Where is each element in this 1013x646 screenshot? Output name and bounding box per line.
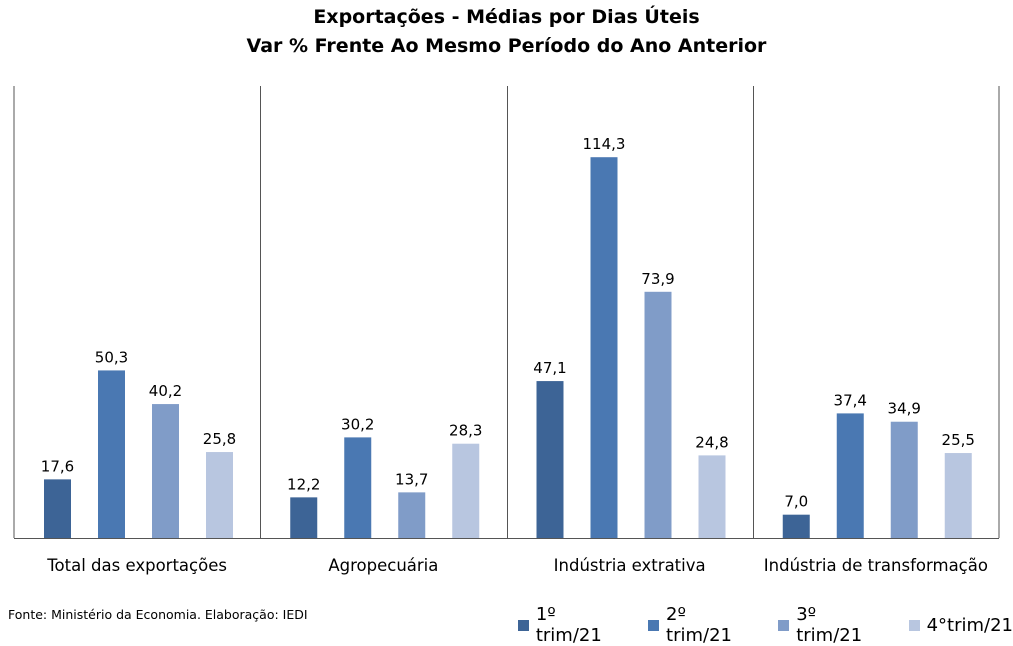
bar-3-1 (152, 404, 179, 538)
legend-label: 1º trim/21 (535, 604, 602, 646)
bar-4-4 (944, 453, 972, 538)
category-label: Agropecuária (328, 556, 438, 575)
bar-1-1 (44, 479, 71, 538)
chart-subtitle: Var % Frente Ao Mesmo Período do Ano Ant… (246, 35, 767, 57)
legend-item: 3º trim/21 (778, 604, 886, 646)
data-label: 24,8 (695, 433, 728, 451)
data-label: 25,8 (203, 430, 236, 448)
bar-2-3 (590, 157, 618, 538)
data-label: 12,2 (287, 475, 320, 493)
legend-swatch (778, 619, 790, 631)
bar-4-3 (698, 455, 726, 538)
data-label: 114,3 (583, 135, 626, 153)
bar-2-4 (836, 413, 864, 538)
bar-3-4 (890, 421, 918, 538)
data-label: 50,3 (95, 348, 128, 366)
legend-swatch (908, 619, 920, 631)
bar-3-3 (644, 291, 672, 538)
legend-item: 1º trim/21 (518, 604, 626, 646)
legend-label: 3º trim/21 (796, 604, 863, 646)
bar-3-2 (398, 492, 426, 538)
bar-2-1 (98, 370, 125, 538)
data-label: 7,0 (784, 493, 808, 511)
bar-2-2 (344, 437, 372, 538)
data-label: 37,4 (834, 391, 867, 409)
legend-swatch (648, 619, 660, 631)
chart-svg: 17,6 50,3 40,2 25,8 Total das exportações 12,… (13, 86, 1000, 575)
legend-label: 2º trim/21 (666, 604, 732, 646)
data-label: 40,2 (149, 382, 182, 400)
data-label: 13,7 (395, 470, 428, 488)
source-note: Fonte: Ministério da Economia. Elaboraçã… (8, 607, 308, 622)
legend-item: 4°trim/21 (908, 604, 1013, 646)
data-label: 28,3 (449, 422, 482, 440)
chart-title: Exportações - Médias por Dias Úteis (313, 6, 700, 28)
data-label: 17,6 (41, 457, 74, 475)
data-label: 47,1 (533, 359, 566, 377)
category-label: Indústria extrativa (554, 556, 706, 575)
bar-1-3 (536, 381, 564, 538)
data-label: 25,5 (942, 431, 975, 449)
legend-item: 2º trim/21 (648, 604, 756, 646)
category-label: Indústria de transformação (764, 556, 988, 575)
bar-1-4 (782, 514, 810, 538)
bar-4-2 (452, 443, 480, 538)
data-label: 34,9 (888, 400, 921, 418)
chart-legend: 1º trim/21 2º trim/21 3º trim/21 4°trim/21 (518, 604, 1013, 646)
bar-1-2 (290, 497, 318, 538)
legend-label: 4°trim/21 (926, 614, 1013, 636)
legend-swatch (518, 619, 529, 631)
data-label: 30,2 (341, 415, 374, 433)
bar-4-1 (206, 452, 233, 538)
data-label: 73,9 (641, 270, 674, 288)
category-label: Total das exportações (46, 556, 227, 575)
